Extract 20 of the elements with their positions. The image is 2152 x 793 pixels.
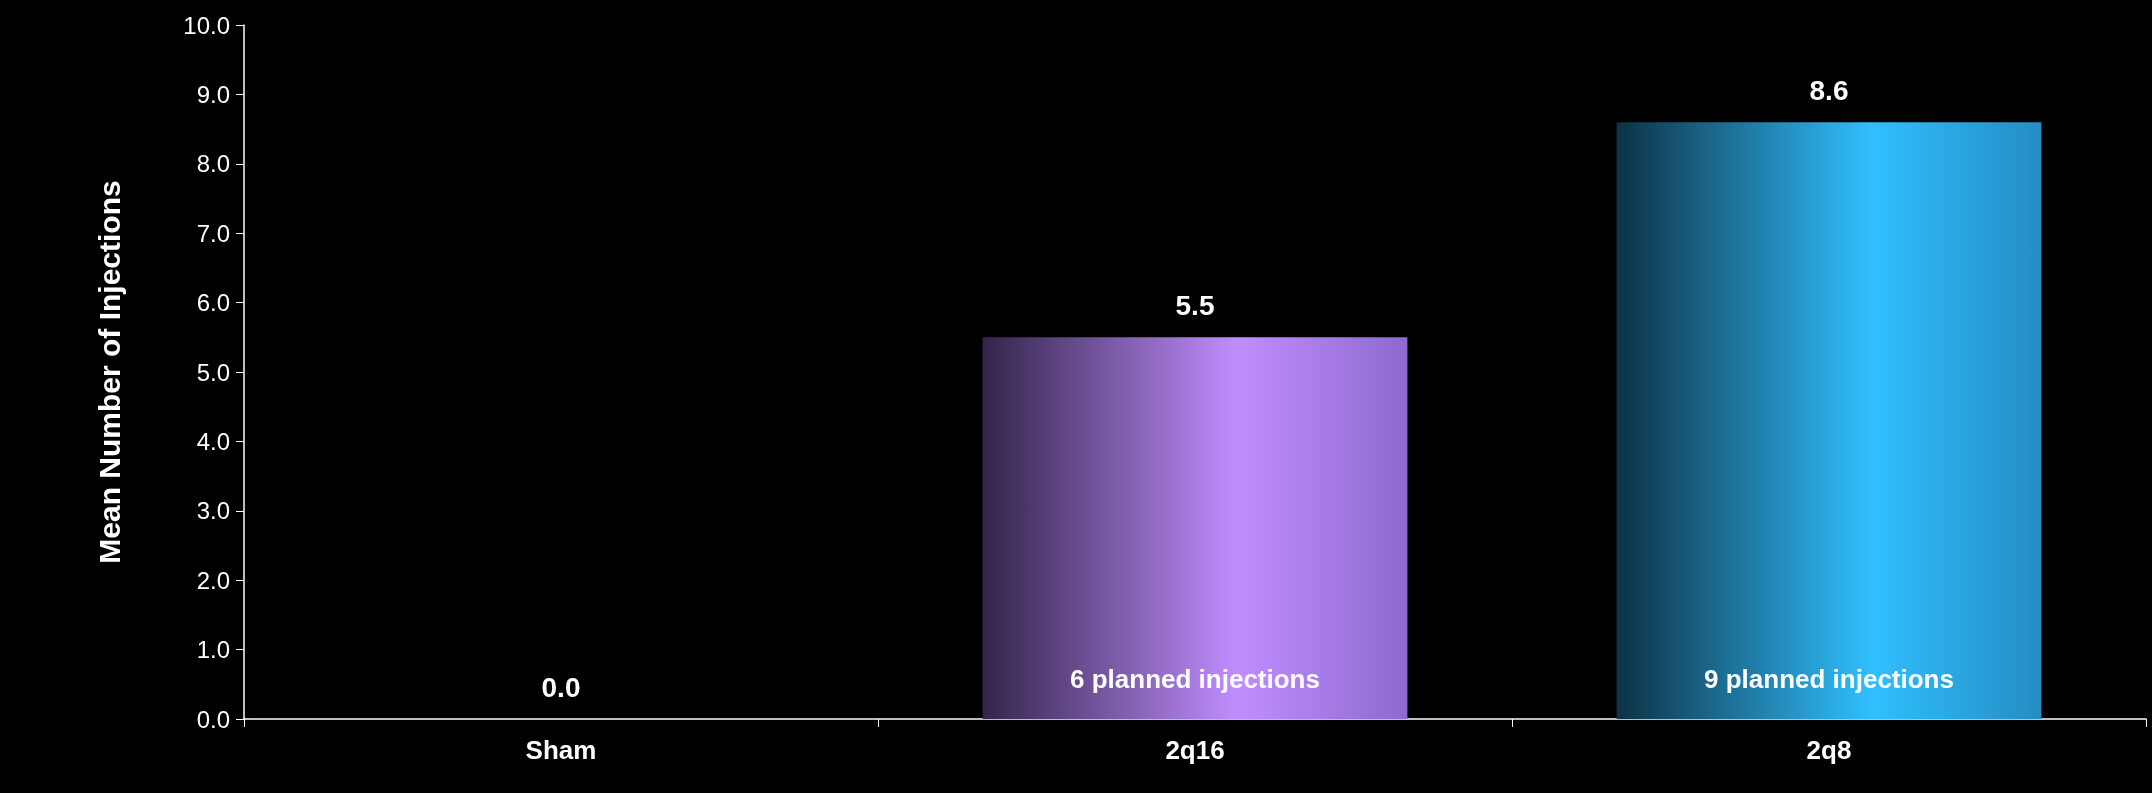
data-label: 0.0 (541, 671, 581, 703)
annotation: 6 planned injections (1070, 664, 1320, 694)
annotation: 9 planned injections (1704, 664, 1954, 694)
data-label: 8.6 (1809, 74, 1849, 106)
y-axis-title: Mean Number of Injections (92, 180, 126, 564)
y-tick-label: 7.0 (196, 219, 230, 247)
data-label: 5.5 (1175, 289, 1215, 321)
y-tick-label: 8.0 (196, 150, 230, 178)
x-tick-label: Sham (525, 735, 597, 765)
y-tick-label: 6.0 (196, 289, 230, 317)
x-tick-label: 2q16 (1165, 735, 1225, 765)
y-tick-label: 3.0 (196, 497, 230, 525)
y-tick-label: 9.0 (196, 80, 230, 108)
y-tick-label: 4.0 (196, 427, 230, 455)
y-tick-label: 2.0 (196, 566, 230, 594)
y-tick-label: 5.0 (196, 358, 230, 386)
x-tick-label: 2q8 (1806, 735, 1852, 765)
y-tick-label: 0.0 (196, 705, 230, 733)
y-tick-label: 1.0 (196, 636, 230, 664)
y-tick-label: 10.0 (183, 11, 230, 39)
